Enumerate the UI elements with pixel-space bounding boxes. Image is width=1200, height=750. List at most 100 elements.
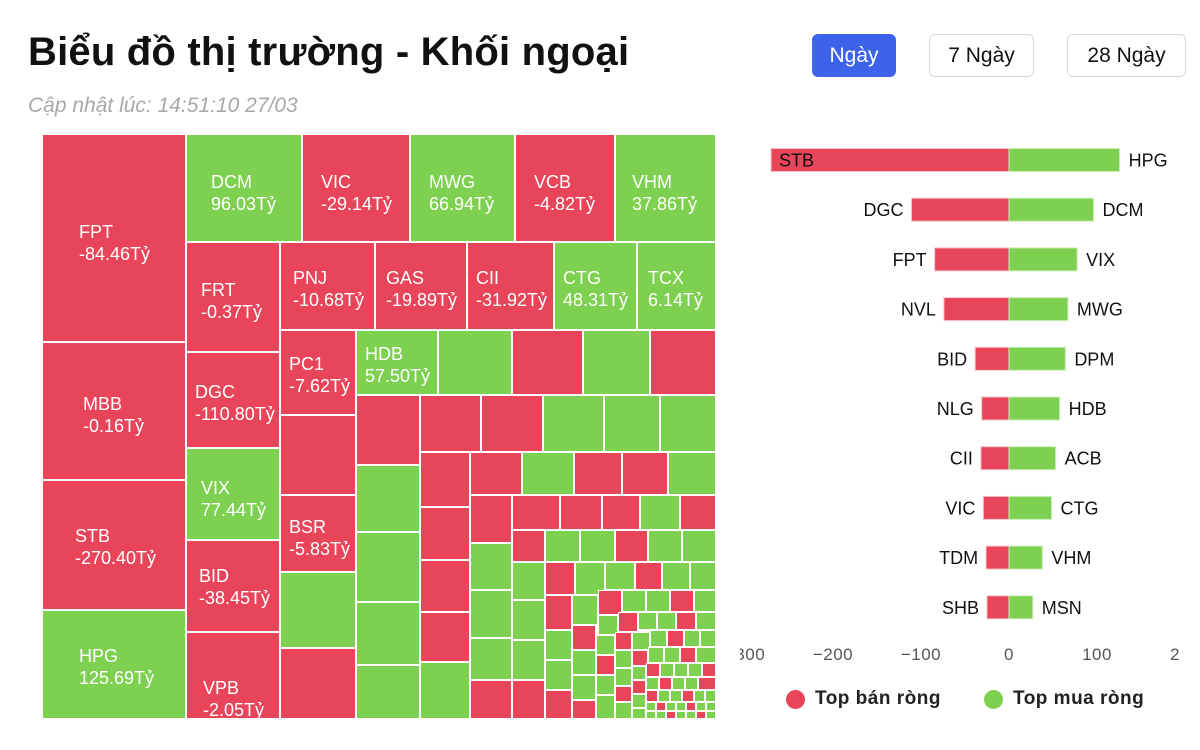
buy-bar[interactable]	[1008, 495, 1053, 520]
treemap-cell-small[interactable]	[646, 663, 660, 677]
treemap-cell-small[interactable]	[646, 677, 659, 690]
treemap-cell-small[interactable]	[543, 395, 604, 452]
treemap-cell-small[interactable]	[512, 600, 545, 640]
treemap-cell-small[interactable]	[666, 702, 676, 711]
treemap-cell-small[interactable]	[622, 452, 668, 495]
treemap-cell-small[interactable]	[670, 590, 694, 612]
treemap-cell-gas[interactable]: GAS -19.89Tỷ	[375, 242, 467, 330]
treemap-cell-small[interactable]	[664, 647, 680, 663]
treemap-cell-small[interactable]	[615, 668, 632, 686]
treemap-cell-small[interactable]	[356, 395, 420, 465]
treemap-cell-small[interactable]	[280, 648, 356, 719]
treemap-cell-small[interactable]	[545, 630, 572, 660]
sell-bar[interactable]	[982, 495, 1010, 520]
treemap-cell-small[interactable]	[685, 677, 698, 690]
treemap-cell-small[interactable]	[602, 495, 640, 530]
treemap-cell-small[interactable]	[648, 647, 664, 663]
treemap-cell-small[interactable]	[705, 690, 716, 702]
buy-bar[interactable]	[1008, 197, 1095, 222]
treemap-cell-fpt[interactable]: FPT -84.46Tỷ	[42, 134, 186, 342]
treemap-cell-small[interactable]	[512, 530, 545, 562]
treemap-cell-small[interactable]	[596, 675, 615, 695]
treemap-cell-small[interactable]	[470, 452, 522, 495]
treemap-cell-small[interactable]	[646, 702, 656, 711]
treemap-cell-small[interactable]	[470, 543, 512, 590]
sell-bar[interactable]	[934, 247, 1010, 272]
treemap-cell-small[interactable]	[632, 680, 646, 694]
treemap-cell-small[interactable]	[684, 630, 700, 647]
treemap-cell-small[interactable]	[615, 686, 632, 702]
treemap-cell-cii[interactable]: CII -31.92Tỷ	[467, 242, 554, 330]
treemap-cell-small[interactable]	[650, 330, 716, 395]
treemap-cell-small[interactable]	[512, 495, 560, 530]
treemap-cell-frt[interactable]: FRT -0.37Tỷ	[186, 242, 280, 352]
treemap-cell-small[interactable]	[688, 663, 702, 677]
treemap-cell-small[interactable]	[522, 452, 574, 495]
treemap-cell-small[interactable]	[420, 507, 470, 560]
treemap-cell-small[interactable]	[622, 590, 646, 612]
buy-bar[interactable]	[1008, 148, 1121, 172]
treemap-cell-small[interactable]	[420, 395, 481, 452]
treemap-cell-small[interactable]	[512, 562, 545, 600]
treemap-cell-small[interactable]	[572, 625, 596, 650]
treemap-cell-small[interactable]	[598, 590, 622, 615]
treemap-cell-small[interactable]	[650, 630, 667, 647]
treemap-cell-small[interactable]	[356, 532, 420, 602]
treemap-cell-small[interactable]	[700, 630, 716, 647]
treemap-cell-small[interactable]	[674, 663, 688, 677]
treemap-cell-small[interactable]	[646, 590, 670, 612]
treemap-cell-small[interactable]	[420, 452, 470, 507]
treemap-cell-small[interactable]	[680, 495, 716, 530]
treemap-cell-small[interactable]	[668, 452, 716, 495]
treemap-cell-small[interactable]	[672, 677, 685, 690]
treemap-cell-small[interactable]	[618, 612, 638, 632]
treemap-cell-mbb[interactable]: MBB -0.16Tỷ	[42, 342, 186, 480]
treemap-cell-small[interactable]	[583, 330, 650, 395]
treemap-cell-small[interactable]	[656, 702, 666, 711]
buy-bar[interactable]	[1008, 595, 1034, 620]
treemap-cell-small[interactable]	[696, 647, 716, 663]
treemap-cell-small[interactable]	[560, 495, 602, 530]
treemap-cell-small[interactable]	[356, 465, 420, 532]
treemap-cell-small[interactable]	[706, 702, 716, 711]
treemap-cell-small[interactable]	[470, 638, 512, 680]
treemap-cell-small[interactable]	[572, 675, 596, 700]
treemap-cell-small[interactable]	[605, 562, 635, 590]
treemap-cell-small[interactable]	[420, 662, 470, 719]
treemap-cell-small[interactable]	[686, 711, 696, 719]
treemap-cell-small[interactable]	[646, 711, 656, 719]
treemap-cell-small[interactable]	[545, 562, 575, 595]
treemap-cell-small[interactable]	[545, 530, 580, 562]
treemap-cell-small[interactable]	[686, 702, 696, 711]
treemap-cell-small[interactable]	[696, 711, 706, 719]
treemap-cell-small[interactable]	[696, 702, 706, 711]
treemap-cell-hpg[interactable]: HPG 125.69Tỷ	[42, 610, 186, 719]
treemap-cell-small[interactable]	[648, 530, 682, 562]
treemap-cell-small[interactable]	[638, 612, 657, 630]
treemap-cell-small[interactable]	[676, 702, 686, 711]
treemap-cell-small[interactable]	[632, 666, 646, 680]
treemap-cell-small[interactable]	[512, 640, 545, 680]
treemap-cell-small[interactable]	[615, 530, 648, 562]
sell-bar[interactable]	[980, 446, 1010, 471]
treemap-cell-small[interactable]	[667, 630, 684, 647]
treemap-cell-small[interactable]	[658, 690, 670, 702]
treemap-cell-small[interactable]	[696, 612, 716, 630]
treemap-cell-small[interactable]	[572, 700, 596, 719]
treemap-cell-small[interactable]	[632, 694, 646, 708]
treemap-cell-small[interactable]	[632, 650, 648, 666]
treemap-cell-small[interactable]	[646, 690, 658, 702]
sell-bar[interactable]	[985, 545, 1010, 570]
treemap-cell-small[interactable]	[676, 711, 686, 719]
buy-bar[interactable]	[1008, 545, 1043, 570]
sell-bar[interactable]	[910, 197, 1010, 222]
treemap-cell-tcx[interactable]: TCX 6.14Tỷ	[637, 242, 716, 330]
treemap-cell-small[interactable]	[280, 415, 356, 495]
treemap-cell-small[interactable]	[659, 677, 672, 690]
treemap-cell-ctg[interactable]: CTG 48.31Tỷ	[554, 242, 637, 330]
treemap-cell-vic[interactable]: VIC -29.14Tỷ	[302, 134, 410, 242]
legend-sell[interactable]: Top bán ròng	[786, 688, 941, 710]
buy-bar[interactable]	[1008, 297, 1069, 322]
sell-bar[interactable]	[943, 297, 1010, 322]
buy-bar[interactable]	[1008, 346, 1066, 371]
